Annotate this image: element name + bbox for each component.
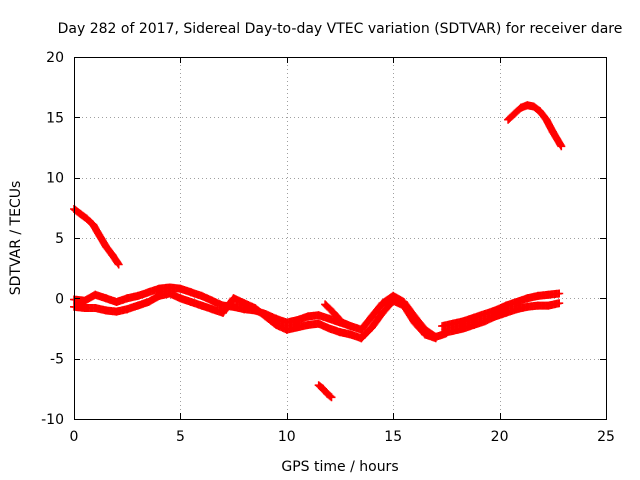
series-track-h [357,296,440,343]
x-axis-label: GPS time / hours [281,459,398,475]
data-point [114,260,123,269]
x-tick-label: 10 [278,429,296,445]
y-tick-label: 10 [46,171,64,187]
data-point [431,334,440,343]
data-point [555,289,564,298]
x-tick-label: 15 [384,429,402,445]
y-tick-label: 0 [55,291,64,307]
chart-title: Day 282 of 2017, Sidereal Day-to-day VTE… [58,21,623,37]
x-tick-label: 0 [70,429,79,445]
x-tick-label: 20 [491,429,509,445]
axes: 0 5 10 15 20 25 -10 -5 0 5 10 15 20 [41,50,615,445]
x-tick-label: 5 [176,429,185,445]
y-tick-label: 15 [46,110,64,126]
data-point [327,393,336,402]
series-track-i [438,289,564,331]
series-track-e [70,289,366,343]
series-track-j [438,299,564,338]
y-tick-label: -5 [50,352,64,368]
y-tick-label: 20 [46,50,64,66]
series-track-a [504,101,566,151]
x-tick-label: 25 [597,429,615,445]
series-track-f [321,300,355,331]
y-axis-label: SDTVAR / TECUs [8,181,24,296]
series-track-c [314,381,336,402]
y-tick-label: -10 [41,412,64,428]
data-point [346,322,355,331]
y-tick-label: 5 [55,231,64,247]
data-point [557,142,566,151]
data-point [326,392,335,401]
data-point [555,299,564,308]
